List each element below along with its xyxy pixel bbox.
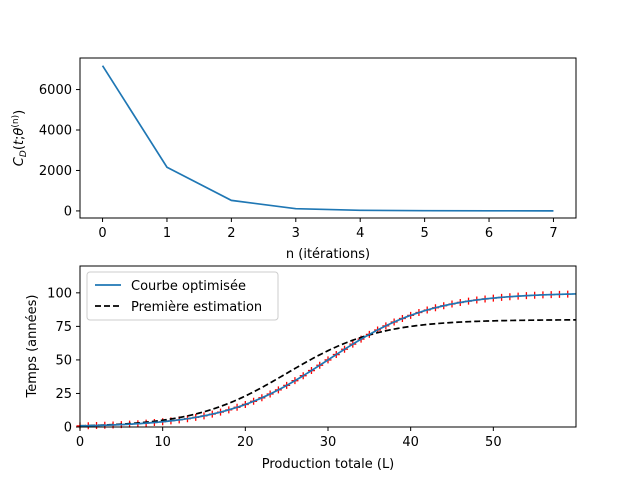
series-line-first-estimate bbox=[79, 319, 577, 427]
x-tick-label-bottom: 20 bbox=[237, 435, 254, 450]
x-axis-label-bottom: Production totale (L) bbox=[262, 457, 395, 472]
x-tick-label-top: 5 bbox=[420, 226, 428, 241]
y-axis-label-top: CD(t;θ(n)) bbox=[11, 110, 29, 166]
legend-label-first-estimate: Première estimation bbox=[131, 300, 262, 315]
tick-group-bottom: 0 10 20 30 40 50 0 25 50 75 100 bbox=[47, 286, 501, 450]
y-tick-label-top: 6000 bbox=[39, 83, 72, 98]
series-line-optimized bbox=[79, 293, 577, 427]
x-axis-label-top: n (itérations) bbox=[286, 247, 370, 262]
y-tick-label-bottom: 25 bbox=[55, 387, 72, 402]
y-tick-label-top: 0 bbox=[64, 204, 72, 219]
y-tick-label-bottom: 50 bbox=[55, 353, 72, 368]
legend: Courbe optimisée Première estimation bbox=[86, 271, 279, 321]
x-tick-label-bottom: 50 bbox=[485, 435, 502, 450]
x-tick-label-top: 3 bbox=[292, 226, 300, 241]
y-tick-label-top: 2000 bbox=[39, 164, 72, 179]
tick-group-top: 0 1 2 3 4 5 6 7 0 2000 4000 6000 bbox=[39, 83, 558, 241]
x-tick-label-top: 6 bbox=[485, 226, 493, 241]
axes-frame-top bbox=[79, 57, 577, 219]
x-tick-label-bottom: 40 bbox=[402, 435, 419, 450]
x-tick-label-top: 1 bbox=[163, 226, 171, 241]
y-axis-label-bottom: Temps (années) bbox=[25, 295, 40, 399]
series-line-cost bbox=[101, 65, 554, 212]
x-tick-label-top: 0 bbox=[98, 226, 106, 241]
y-tick-label-bottom: 0 bbox=[64, 421, 72, 436]
x-tick-label-bottom: 0 bbox=[76, 435, 84, 450]
legend-box bbox=[86, 271, 279, 321]
y-tick-label-bottom: 100 bbox=[47, 286, 72, 301]
x-tick-label-bottom: 30 bbox=[320, 435, 337, 450]
x-tick-label-top: 2 bbox=[227, 226, 235, 241]
legend-label-optimized: Courbe optimisée bbox=[131, 279, 246, 294]
y-axis-label-bottom-text: Temps (années) bbox=[25, 295, 40, 399]
x-tick-label-top: 7 bbox=[549, 226, 557, 241]
subplot-cost: 0 1 2 3 4 5 6 7 0 2000 4000 6000 n (itérations) CD(… bbox=[11, 57, 577, 262]
x-tick-label-bottom: 10 bbox=[154, 435, 171, 450]
x-tick-label-top: 4 bbox=[356, 226, 364, 241]
y-axis-label-top-text: CD(t;θ(n)) bbox=[11, 110, 29, 166]
y-tick-label-top: 4000 bbox=[39, 124, 72, 139]
y-tick-label-bottom: 75 bbox=[55, 320, 72, 335]
subplot-production: 0 10 20 30 40 50 0 25 50 75 100 Production totale … bbox=[25, 265, 577, 472]
